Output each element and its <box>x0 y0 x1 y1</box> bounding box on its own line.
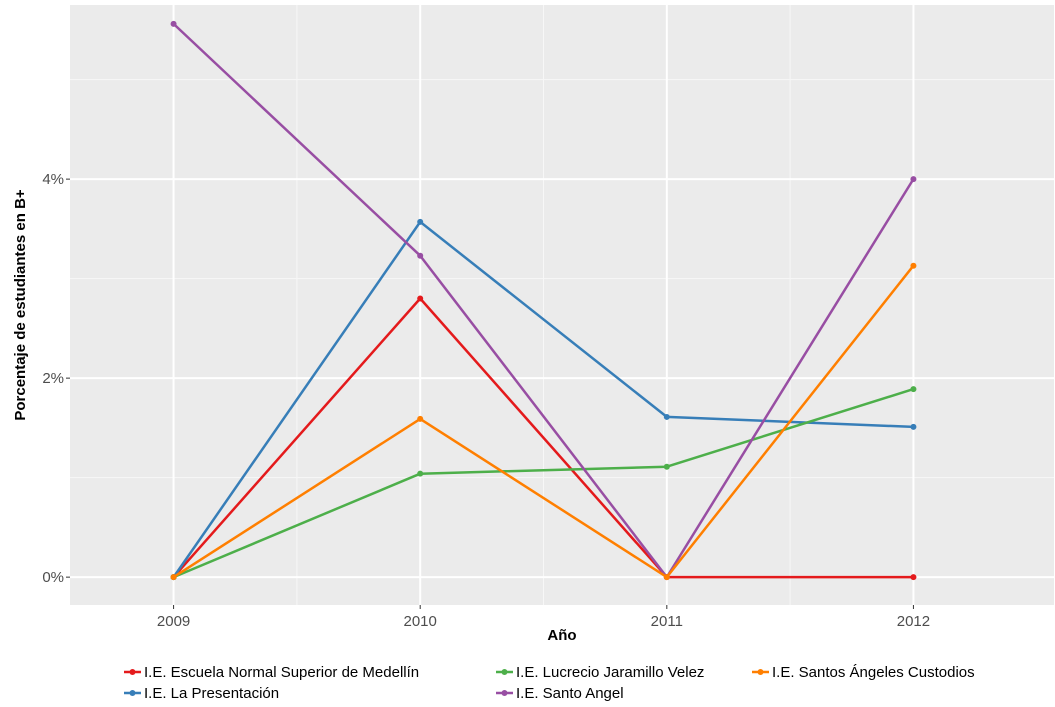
data-point <box>910 574 917 581</box>
data-point <box>910 386 917 393</box>
data-point <box>910 176 917 183</box>
data-point <box>170 574 177 581</box>
legend-key-point <box>129 669 136 675</box>
y-tick-label: 4% <box>42 171 64 188</box>
y-tick-label: 0% <box>42 569 64 586</box>
data-point <box>417 470 424 477</box>
series-line <box>172 297 914 579</box>
series-line <box>172 22 915 579</box>
legend-key-point <box>757 669 764 675</box>
data-point <box>417 218 424 225</box>
x-tick-label: 2009 <box>157 613 190 630</box>
legend-key-point <box>501 690 508 696</box>
series-line <box>173 387 914 579</box>
data-point <box>663 463 670 470</box>
data-point <box>910 423 917 430</box>
data-point <box>663 413 670 420</box>
legend-key-point <box>501 669 508 675</box>
x-tick-label: 2012 <box>897 613 930 630</box>
data-point <box>663 574 670 581</box>
data-point <box>417 415 424 422</box>
axes: 0% 2% 4% 2009 2010 2011 2012 <box>42 171 930 630</box>
x-axis-title: Año <box>547 627 576 644</box>
y-tick-label: 2% <box>42 370 64 387</box>
legend-label: I.E. La Presentación <box>144 685 279 702</box>
x-tick-label: 2011 <box>651 613 683 630</box>
plot-panel <box>70 5 1054 605</box>
data-point <box>170 20 177 27</box>
legend-label: I.E. Santos Ángeles Custodios <box>772 664 975 681</box>
x-tick-label: 2010 <box>404 613 437 630</box>
legend-label: I.E. Lucrecio Jaramillo Velez <box>516 664 704 681</box>
data-point <box>417 252 424 259</box>
y-axis-title: Porcentaje de estudiantes en B+ <box>12 189 29 421</box>
legend-label: I.E. Santo Angel <box>516 685 624 702</box>
legend-key-point <box>129 690 136 696</box>
data-point <box>910 262 917 269</box>
legend: I.E. Escuela Normal Superior de Medellín… <box>124 664 975 702</box>
legend-label: I.E. Escuela Normal Superior de Medellín <box>144 664 419 681</box>
series-layer <box>170 20 917 581</box>
data-point <box>417 295 424 302</box>
series-line <box>172 264 915 579</box>
